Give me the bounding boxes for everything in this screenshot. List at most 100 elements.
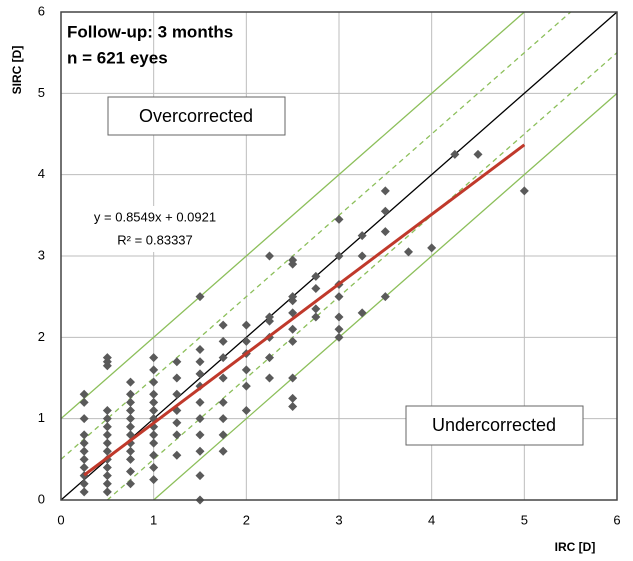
point: [126, 454, 135, 464]
point: [311, 271, 321, 281]
point: [380, 227, 390, 237]
point: [334, 292, 344, 302]
point: [241, 365, 251, 375]
point: [126, 389, 135, 399]
point: [149, 475, 159, 485]
point: [172, 418, 182, 428]
point: [357, 251, 367, 261]
point: [427, 243, 437, 253]
point: [195, 414, 205, 424]
point: [265, 251, 274, 261]
point: [102, 479, 112, 489]
point: [288, 393, 298, 403]
point: [126, 479, 135, 489]
point: [79, 430, 89, 440]
annotation: y = 0.8549x + 0.0921: [94, 209, 216, 224]
x-tick-label: 6: [613, 512, 620, 527]
point: [519, 186, 529, 196]
y-axis-label: SIRC [D]: [10, 46, 24, 95]
point: [79, 389, 89, 399]
point: [149, 397, 159, 407]
reference-line: [60, 11, 525, 420]
y-tick-label: 3: [38, 247, 45, 262]
y-tick-label: 6: [38, 3, 45, 18]
equation-bg: [90, 206, 220, 252]
x-tick-label: 0: [57, 512, 64, 527]
point: [149, 389, 159, 399]
point: [288, 324, 298, 334]
x-tick-label: 4: [428, 512, 435, 527]
point: [172, 450, 182, 460]
point: [79, 446, 89, 456]
point: [102, 462, 112, 472]
point: [172, 373, 182, 383]
point: [172, 357, 182, 367]
point: [149, 377, 159, 387]
point: [195, 357, 205, 367]
point: [218, 320, 228, 330]
point: [126, 446, 135, 456]
point: [126, 414, 135, 424]
point: [102, 446, 112, 456]
point: [195, 369, 205, 379]
point: [102, 438, 112, 448]
annotation: R² = 0.83337: [117, 232, 193, 247]
point: [102, 430, 112, 440]
point: [172, 389, 182, 399]
point: [380, 186, 390, 196]
point: [79, 397, 89, 407]
y-tick-label: 5: [38, 85, 45, 100]
annotation: Undercorrected: [432, 415, 556, 435]
plot-frame: [60, 11, 618, 501]
point: [288, 255, 298, 265]
point: [218, 430, 228, 440]
annotation: Follow-up: 3 months: [67, 22, 233, 41]
point: [241, 320, 251, 330]
point: [218, 353, 228, 363]
point: [79, 479, 89, 489]
x-tick-label: 5: [521, 512, 528, 527]
annotation-box: [405, 405, 584, 446]
point: [473, 149, 483, 159]
point: [311, 284, 321, 294]
point: [195, 397, 205, 407]
point: [218, 446, 228, 456]
point: [126, 406, 135, 416]
point: [334, 332, 344, 342]
point: [450, 149, 460, 159]
point: [79, 454, 89, 464]
point: [79, 438, 89, 448]
annotation-box: [107, 96, 286, 136]
annotation: n = 621 eyes: [67, 48, 168, 67]
point: [218, 414, 228, 424]
point: [265, 312, 274, 322]
point: [149, 353, 159, 363]
point: [149, 430, 159, 440]
point: [334, 312, 344, 322]
y-tick-label: 1: [38, 410, 45, 425]
point: [195, 345, 205, 355]
point: [404, 247, 413, 257]
point: [311, 312, 321, 322]
trendline: [83, 143, 526, 477]
point: [195, 446, 205, 456]
x-tick-label: 2: [243, 512, 250, 527]
y-tick-label: 0: [38, 491, 45, 506]
point: [195, 430, 205, 440]
point: [265, 373, 274, 383]
x-axis-label: IRC [D]: [555, 540, 596, 554]
point: [218, 397, 228, 407]
point: [126, 397, 135, 407]
point: [380, 206, 390, 216]
point: [311, 304, 321, 314]
point: [218, 336, 228, 346]
point: [334, 251, 344, 261]
point: [288, 292, 298, 302]
point: [241, 336, 251, 346]
point: [149, 438, 159, 448]
point: [288, 336, 298, 346]
point: [241, 381, 251, 391]
point: [380, 292, 390, 302]
x-tick-label: 3: [335, 512, 342, 527]
